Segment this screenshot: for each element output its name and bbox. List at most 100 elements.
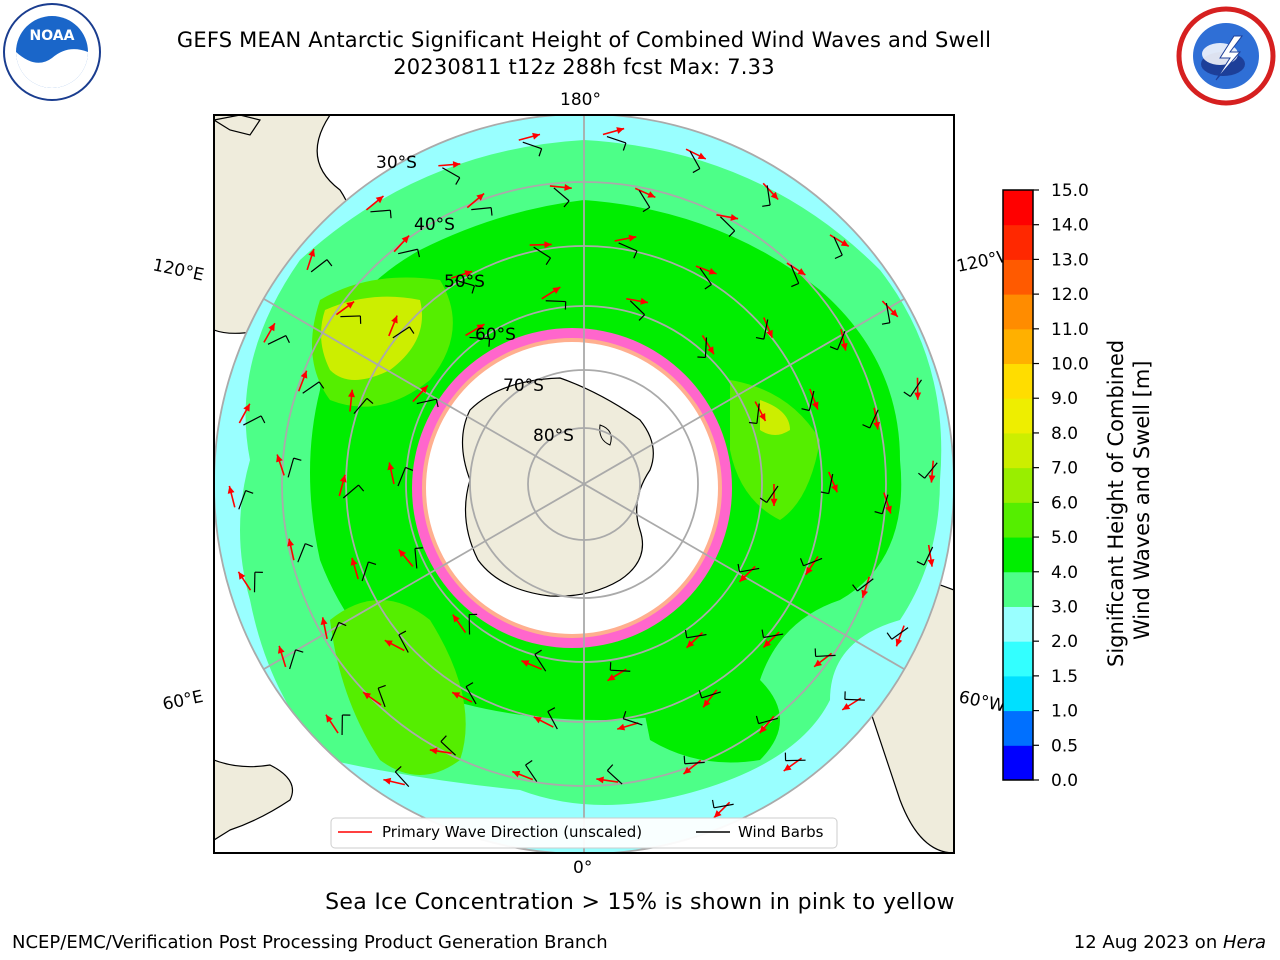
wind-barb-staff (844, 698, 865, 701)
colorbar-segment (1003, 675, 1033, 712)
wave-direction-arrowhead (300, 370, 308, 379)
wave-direction-arrowhead (320, 617, 328, 626)
wind-barb-flag (490, 207, 493, 216)
colorbar-segment (1003, 294, 1033, 330)
wave-direction-arrowhead (647, 191, 656, 198)
colorbar-tick-label: 1.5 (1051, 667, 1078, 687)
wind-barb-flag (759, 497, 768, 504)
wind-barb-flag (545, 257, 552, 265)
wave-direction-arrowhead (739, 574, 748, 582)
machine-name: Hera (1222, 932, 1266, 953)
wind-barb-flag (455, 177, 461, 185)
wind-barb-flag (398, 630, 407, 636)
chart-title: GEFS MEAN Antarctic Significant Height o… (176, 28, 992, 52)
wind-barb-flag (622, 142, 627, 151)
africa-land (214, 759, 294, 841)
wind-barb-staff (392, 326, 410, 339)
wind-barb-flag (305, 543, 313, 548)
wind-barb-flag (394, 766, 402, 773)
wind-barb-staff (763, 633, 784, 639)
wave-direction-arrowhead (476, 324, 485, 331)
colorbar-segment (1003, 502, 1033, 538)
wave-direction-arrowhead (227, 485, 235, 494)
wind-barb-staff (766, 185, 771, 206)
wave-direction-arrowhead (398, 549, 407, 558)
colorbar-segment (1003, 259, 1033, 295)
wind-barb-staff (533, 246, 551, 259)
wave-direction-arrowhead (363, 692, 372, 700)
wave-direction-arrowhead (759, 413, 766, 422)
antarctica-land (461, 377, 654, 597)
wave-direction-arrowhead (350, 557, 358, 566)
wind-barb-staff (414, 548, 418, 569)
wind-barb-staff (739, 567, 760, 573)
wave-direction-arrowhead (383, 777, 392, 785)
wind-barb-flag (762, 204, 771, 207)
wave-direction-arrowhead (420, 385, 428, 394)
wave-direction-arrowhead (811, 401, 819, 410)
wave-direction-arrowhead (766, 329, 773, 338)
wind-barb-staff (606, 770, 623, 785)
wind-barb-flag (377, 684, 386, 689)
wind-barb-staff (442, 167, 461, 179)
wind-barb-staff (686, 633, 707, 639)
wind-barb-flag (755, 715, 760, 724)
lon-label-120e: 120°E (151, 255, 206, 285)
wind-barb-staff (310, 259, 328, 273)
wind-barb-staff (790, 264, 800, 284)
wave-direction-arrowhead (384, 640, 393, 647)
wind-barb-staff (689, 150, 701, 169)
wind-barb-staff (330, 622, 340, 642)
wave-direction-arrowhead (927, 559, 935, 567)
colorbar-tick-label: 15.0 (1051, 181, 1089, 201)
wave-direction-arrowhead (544, 241, 552, 249)
lat-label-70: 70°S (503, 376, 544, 396)
map-frame (213, 114, 955, 854)
map-legend: Primary Wave Direction (unscaled) Wind B… (330, 817, 838, 849)
primary-wave-direction-arrows (227, 127, 936, 819)
wave-direction-arrowhead (287, 538, 295, 547)
wind-barb-staff (720, 216, 736, 232)
wind-barb-flag (633, 250, 638, 259)
wind-barb-flag (488, 338, 491, 347)
wind-barb-staff (891, 627, 909, 640)
wind-barb-staff (606, 135, 627, 144)
wave-direction-arrowhead (842, 703, 851, 710)
wave-direction-arrowhead (628, 234, 637, 242)
wind-barb-staff (361, 561, 369, 582)
wind-barb-staff (881, 494, 889, 515)
wind-barb-flag (748, 421, 757, 425)
colorbar-tick-label: 0.5 (1051, 736, 1078, 756)
wind-barb-staff (885, 302, 891, 323)
colorbar-tick-label: 6.0 (1051, 493, 1078, 513)
wind-barb-staff (869, 409, 879, 429)
wind-barb-flag (622, 710, 627, 719)
wind-barb-flag (547, 707, 556, 713)
wave-direction-arrowhead (707, 346, 714, 355)
wave-direction-arrowhead (697, 152, 706, 159)
wind-barb-staff (547, 711, 558, 730)
wave-direction-arrowhead (770, 191, 779, 200)
wind-barb-staff (440, 741, 456, 756)
wave-direction-arrowhead (840, 342, 848, 351)
wave-direction-arrowhead (308, 248, 316, 257)
wind-barb-flag (704, 283, 712, 290)
wave-direction-arrowhead (375, 195, 384, 204)
colorbar-segment (1003, 363, 1033, 399)
colorbar-tick-label: 4.0 (1051, 563, 1078, 583)
wind-barb-flag (918, 472, 925, 479)
noaa-logo: NOAA (3, 3, 101, 101)
wave-direction-arrowhead (429, 747, 438, 755)
wind-barb-flag (440, 735, 447, 742)
wave-direction-arrowhead (708, 268, 717, 275)
wave-direction-arrowhead (532, 132, 540, 140)
colorbar-segment (1003, 710, 1033, 746)
wind-barb-flag (791, 282, 799, 288)
wind-barb-staff (713, 803, 734, 809)
wind-barb-flag (408, 326, 415, 334)
wind-barb-staff (699, 267, 712, 285)
wind-barb-staff (763, 319, 769, 340)
wind-barb-flag (538, 148, 543, 157)
colorbar-segment (1003, 398, 1033, 434)
